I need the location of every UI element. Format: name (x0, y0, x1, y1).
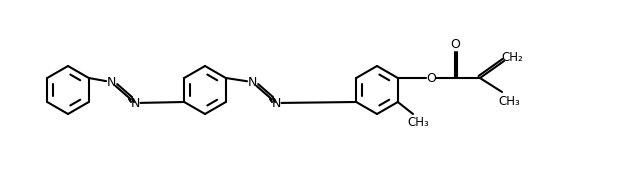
Text: CH₃: CH₃ (407, 115, 429, 129)
Text: CH₂: CH₂ (501, 50, 523, 64)
Text: O: O (450, 37, 460, 50)
Text: N: N (247, 76, 257, 88)
Text: O: O (426, 71, 436, 84)
Text: N: N (271, 96, 281, 110)
Text: N: N (131, 96, 140, 110)
Text: N: N (106, 76, 116, 88)
Text: CH₃: CH₃ (498, 95, 520, 108)
